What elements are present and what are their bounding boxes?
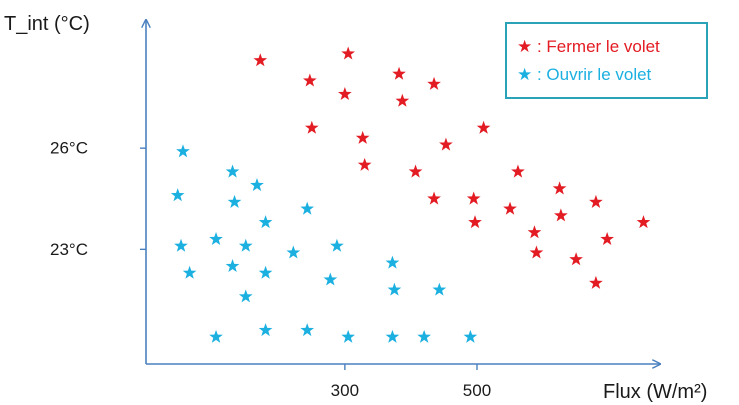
legend: ★ : Fermer le volet ★ : Ouvrir le volet xyxy=(505,22,708,99)
data-point-fermer xyxy=(355,130,370,144)
data-point-fermer xyxy=(439,137,453,151)
data-point-fermer xyxy=(357,157,372,171)
data-point-ouvrir xyxy=(227,194,242,208)
x-tick-label-300: 300 xyxy=(331,381,359,400)
legend-entry-ouvrir: ★ : Ouvrir le volet xyxy=(517,65,652,84)
data-point-fermer xyxy=(338,87,352,101)
data-point-ouvrir xyxy=(209,232,223,246)
legend-entry-fermer: ★ : Fermer le volet xyxy=(517,37,660,56)
data-point-ouvrir xyxy=(258,265,273,279)
data-point-ouvrir xyxy=(174,238,188,252)
data-point-ouvrir xyxy=(225,164,240,178)
data-point-ouvrir xyxy=(209,329,223,343)
data-point-fermer xyxy=(304,120,319,134)
data-point-fermer xyxy=(589,275,603,289)
data-point-ouvrir xyxy=(323,272,338,286)
data-point-fermer xyxy=(468,215,482,229)
data-point-ouvrir xyxy=(300,201,315,215)
data-point-fermer xyxy=(427,76,441,90)
data-point-fermer xyxy=(392,66,406,80)
data-point-fermer xyxy=(600,232,614,246)
data-points xyxy=(170,46,651,343)
data-point-fermer xyxy=(554,208,568,222)
data-point-ouvrir xyxy=(300,323,315,337)
data-point-ouvrir xyxy=(170,188,185,202)
data-point-fermer xyxy=(636,215,651,229)
tick-marks xyxy=(140,147,478,370)
data-point-ouvrir xyxy=(330,238,344,252)
y-tick-label-26: 26°C xyxy=(50,139,88,158)
legend-box xyxy=(505,22,708,99)
data-point-fermer xyxy=(527,225,542,239)
data-point-ouvrir xyxy=(286,245,301,259)
data-point-ouvrir xyxy=(385,255,400,269)
data-point-fermer xyxy=(395,93,410,107)
data-point-fermer xyxy=(476,120,491,134)
data-point-ouvrir xyxy=(387,282,402,296)
y-tick-label-23: 23°C xyxy=(50,240,88,259)
data-point-ouvrir xyxy=(238,289,253,303)
data-point-ouvrir xyxy=(250,178,264,192)
data-point-ouvrir xyxy=(258,215,273,229)
data-point-fermer xyxy=(408,164,423,178)
data-point-fermer xyxy=(552,181,567,195)
data-point-ouvrir xyxy=(463,329,478,343)
data-point-fermer xyxy=(569,252,583,266)
x-axis-title: Flux (W/m²) xyxy=(603,381,707,403)
data-point-fermer xyxy=(511,164,525,178)
data-point-ouvrir xyxy=(385,329,400,343)
data-point-fermer xyxy=(529,245,544,259)
data-point-fermer xyxy=(341,46,356,60)
data-point-fermer xyxy=(303,73,317,87)
data-point-fermer xyxy=(253,53,268,67)
data-point-ouvrir xyxy=(258,323,273,337)
data-point-ouvrir xyxy=(176,144,190,158)
data-point-fermer xyxy=(589,194,603,208)
x-tick-label-500: 500 xyxy=(463,381,491,400)
data-point-fermer xyxy=(503,201,517,215)
data-point-ouvrir xyxy=(341,329,356,343)
data-point-ouvrir xyxy=(417,329,431,343)
data-point-fermer xyxy=(427,191,441,205)
data-point-ouvrir xyxy=(225,259,240,273)
data-point-fermer xyxy=(466,191,481,205)
data-point-ouvrir xyxy=(432,282,447,296)
data-point-ouvrir xyxy=(182,265,197,279)
y-axis-title: T_int (°C) xyxy=(4,13,90,35)
data-point-ouvrir xyxy=(238,238,253,252)
